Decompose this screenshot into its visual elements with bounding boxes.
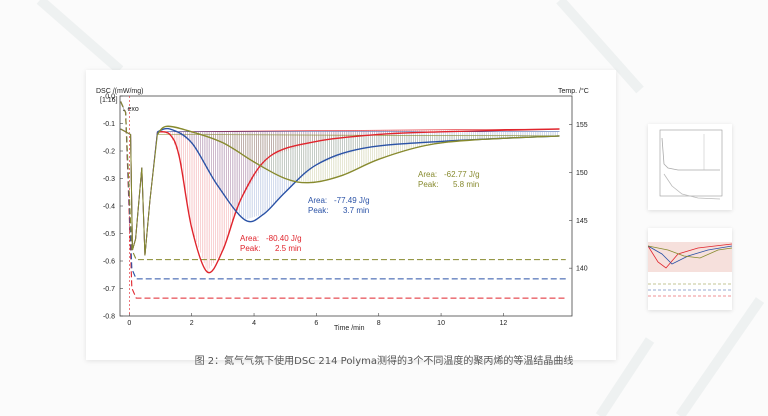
y-axis-label: DSC /(mW/mg): [96, 88, 143, 95]
dsc-transient-blue: [120, 128, 158, 256]
exo-label: ↓ exo: [122, 106, 139, 113]
red-area-label: Area:: [240, 234, 259, 243]
dsc-curve-blue: [157, 127, 560, 223]
olive-area-label: Area:: [418, 170, 437, 179]
dsc-chart: 0 2 4 6 8 10 12 0.0 -0.1 -0.2 -0.3 -0.4 -0.5 -0.6 -0.7…: [96, 87, 589, 332]
tick-labels: 0 2 4 6 8 10 12 0.0 -0.1 -0.2 -0.3 -0.4 -0.5 -0.6 -0.7…: [103, 94, 588, 328]
y2-tick-label: 140: [576, 266, 588, 273]
olive-area-value: -62.77 J/g: [444, 170, 480, 179]
x-tick-label: 8: [377, 320, 381, 327]
dsc-curves: [120, 125, 560, 274]
olive-peak-value: 5.8 min: [453, 180, 479, 189]
thumbnail-2-graphic: [648, 242, 732, 297]
red-peak-label: Peak:: [240, 244, 260, 253]
blue-area-label: Area:: [308, 196, 327, 205]
baseline-red: [157, 128, 560, 133]
y-tick-label: -0.2: [103, 149, 115, 156]
y2-axis-label: Temp. /°C: [558, 87, 589, 95]
y-tick-label: -0.6: [103, 259, 115, 266]
thumbnail-1-graphic: [659, 129, 723, 200]
y-tick-label: -0.1: [103, 121, 115, 128]
olive-peak-label: Peak:: [418, 180, 438, 189]
temperature-curves: [120, 101, 566, 299]
y-axis-sub-label: [1.16]: [100, 97, 118, 104]
y-tick-label: -0.4: [103, 204, 115, 211]
dsc-transient-red: [120, 128, 158, 256]
y2-tick-label: 155: [576, 122, 588, 129]
x-tick-label: 10: [437, 320, 445, 327]
blue-area-value: -77.49 J/g: [334, 196, 370, 205]
red-area-value: -80.40 J/g: [266, 234, 302, 243]
y-tick-label: -0.3: [103, 176, 115, 183]
dsc-curve-red: [157, 128, 560, 274]
dsc-transient-olive: [120, 128, 158, 256]
x-tick-label: 12: [500, 320, 508, 327]
thumbnail-1[interactable]: [648, 124, 732, 210]
annotation-red: Area: -80.40 J/g Peak: 2.5 min: [240, 234, 302, 253]
y-tick-label: 0.0: [105, 94, 115, 101]
temp-curve-olive: [120, 101, 566, 261]
red-peak-value: 2.5 min: [275, 244, 301, 253]
y-tick-label: -0.8: [103, 314, 115, 321]
chart-card: 0 2 4 6 8 10 12 0.0 -0.1 -0.2 -0.3 -0.4 -0.5 -0.6 -0.7…: [86, 70, 616, 360]
dsc-curve-olive: [156, 125, 560, 184]
figure-caption: 图 2：氮气气氛下使用DSC 214 Polyma测得的3个不同温度的聚丙烯的等…: [194, 356, 574, 367]
x-tick-label: 0: [127, 320, 131, 327]
x-tick-label: 6: [314, 320, 318, 327]
y2-tick-label: 150: [576, 170, 588, 177]
x-tick-label: 2: [190, 320, 194, 327]
baseline-olive: [157, 134, 560, 137]
x-tick-label: 4: [252, 320, 256, 327]
y-tick-label: -0.5: [103, 231, 115, 238]
y2-tick-label: 145: [576, 218, 588, 225]
tick-marks: [120, 95, 572, 317]
y-tick-label: -0.7: [103, 286, 115, 293]
annotation-blue: Area: -77.49 J/g Peak: 3.7 min: [308, 196, 370, 215]
thumbnail-2[interactable]: [648, 228, 732, 310]
annotation-olive: Area: -62.77 J/g Peak: 5.8 min: [418, 170, 480, 189]
blue-peak-value: 3.7 min: [343, 206, 369, 215]
x-axis-label: Time /min: [334, 325, 365, 332]
blue-peak-label: Peak:: [308, 206, 328, 215]
